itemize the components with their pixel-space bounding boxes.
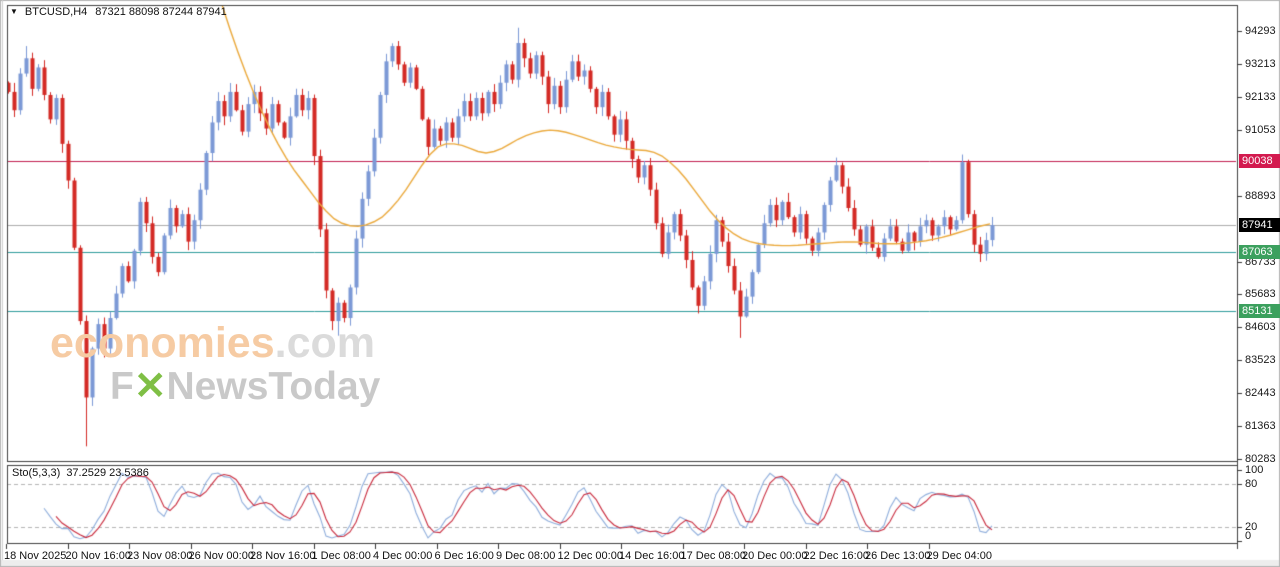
symbol-name: BTCUSD,H4 xyxy=(24,6,88,18)
price-tick-label: 82443 xyxy=(1245,386,1276,399)
price-tick-label: 93213 xyxy=(1245,57,1276,70)
time-tick-label: 18 Nov 2025 xyxy=(4,550,67,562)
price-tick-label: 85683 xyxy=(1245,287,1276,300)
watermark-x-icon: ✕ xyxy=(133,365,167,408)
price-tick-label: 94293 xyxy=(1245,24,1276,37)
time-tick-label: 29 Dec 04:00 xyxy=(926,550,992,562)
stochastic-tick-label: 80 xyxy=(1245,478,1258,491)
support-level-1-badge: 87063 xyxy=(1239,244,1280,259)
symbol-dropdown-icon[interactable]: ▼ xyxy=(10,7,18,16)
watermark-brand: economies.com xyxy=(50,319,376,367)
price-tick-label: 83523 xyxy=(1245,353,1276,366)
watermark-subbrand: F✕NewsToday xyxy=(110,365,381,408)
time-tick-label: 22 Dec 16:00 xyxy=(803,550,869,562)
stochastic-name: Sto(5,3,3) xyxy=(12,467,61,479)
price-tick-label: 84603 xyxy=(1245,320,1276,333)
symbol-ohlc-values: 87321 88098 87244 87941 xyxy=(95,6,227,18)
price-tick-label: 81363 xyxy=(1245,419,1276,432)
stochastic-tick-label: 0 xyxy=(1245,530,1252,542)
support-level-2-badge: 85131 xyxy=(1239,303,1280,318)
time-tick-label: 20 Dec 00:00 xyxy=(742,550,808,562)
time-tick-label: 4 Dec 00:00 xyxy=(373,550,433,562)
time-tick-label: 6 Dec 16:00 xyxy=(434,550,494,562)
time-tick-label: 23 Nov 08:00 xyxy=(127,550,193,562)
resistance-level-badge: 90038 xyxy=(1239,154,1280,168)
stochastic-indicator-label: Sto(5,3,3) 37.2529 23.5386 xyxy=(12,467,149,479)
time-tick-label: 20 Nov 16:00 xyxy=(65,550,131,562)
watermark: economies.com F✕NewsToday xyxy=(50,319,381,408)
time-tick-label: 26 Nov 00:00 xyxy=(188,550,254,562)
time-tick-label: 17 Dec 08:00 xyxy=(680,550,746,562)
time-tick-label: 9 Dec 08:00 xyxy=(496,550,556,562)
price-tick-label: 88893 xyxy=(1245,189,1276,202)
stochastic-tick-label: 20 xyxy=(1245,520,1258,533)
time-tick-label: 12 Dec 00:00 xyxy=(557,550,623,562)
price-tick-label: 80283 xyxy=(1245,452,1276,465)
stochastic-values: 37.2529 23.5386 xyxy=(66,467,149,479)
time-tick-label: 28 Nov 16:00 xyxy=(250,550,316,562)
stochastic-tick-label: 100 xyxy=(1245,464,1264,476)
symbol-info-bar: ▼ BTCUSD,H4 87321 88098 87244 87941 xyxy=(10,6,227,18)
price-tick-label: 91053 xyxy=(1245,123,1276,136)
time-tick-label: 1 Dec 08:00 xyxy=(311,550,371,562)
time-tick-label: 14 Dec 16:00 xyxy=(619,550,685,562)
price-tick-label: 92133 xyxy=(1245,90,1276,103)
time-tick-label: 26 Dec 13:00 xyxy=(865,550,931,562)
current-price-badge: 87941 xyxy=(1239,218,1280,233)
